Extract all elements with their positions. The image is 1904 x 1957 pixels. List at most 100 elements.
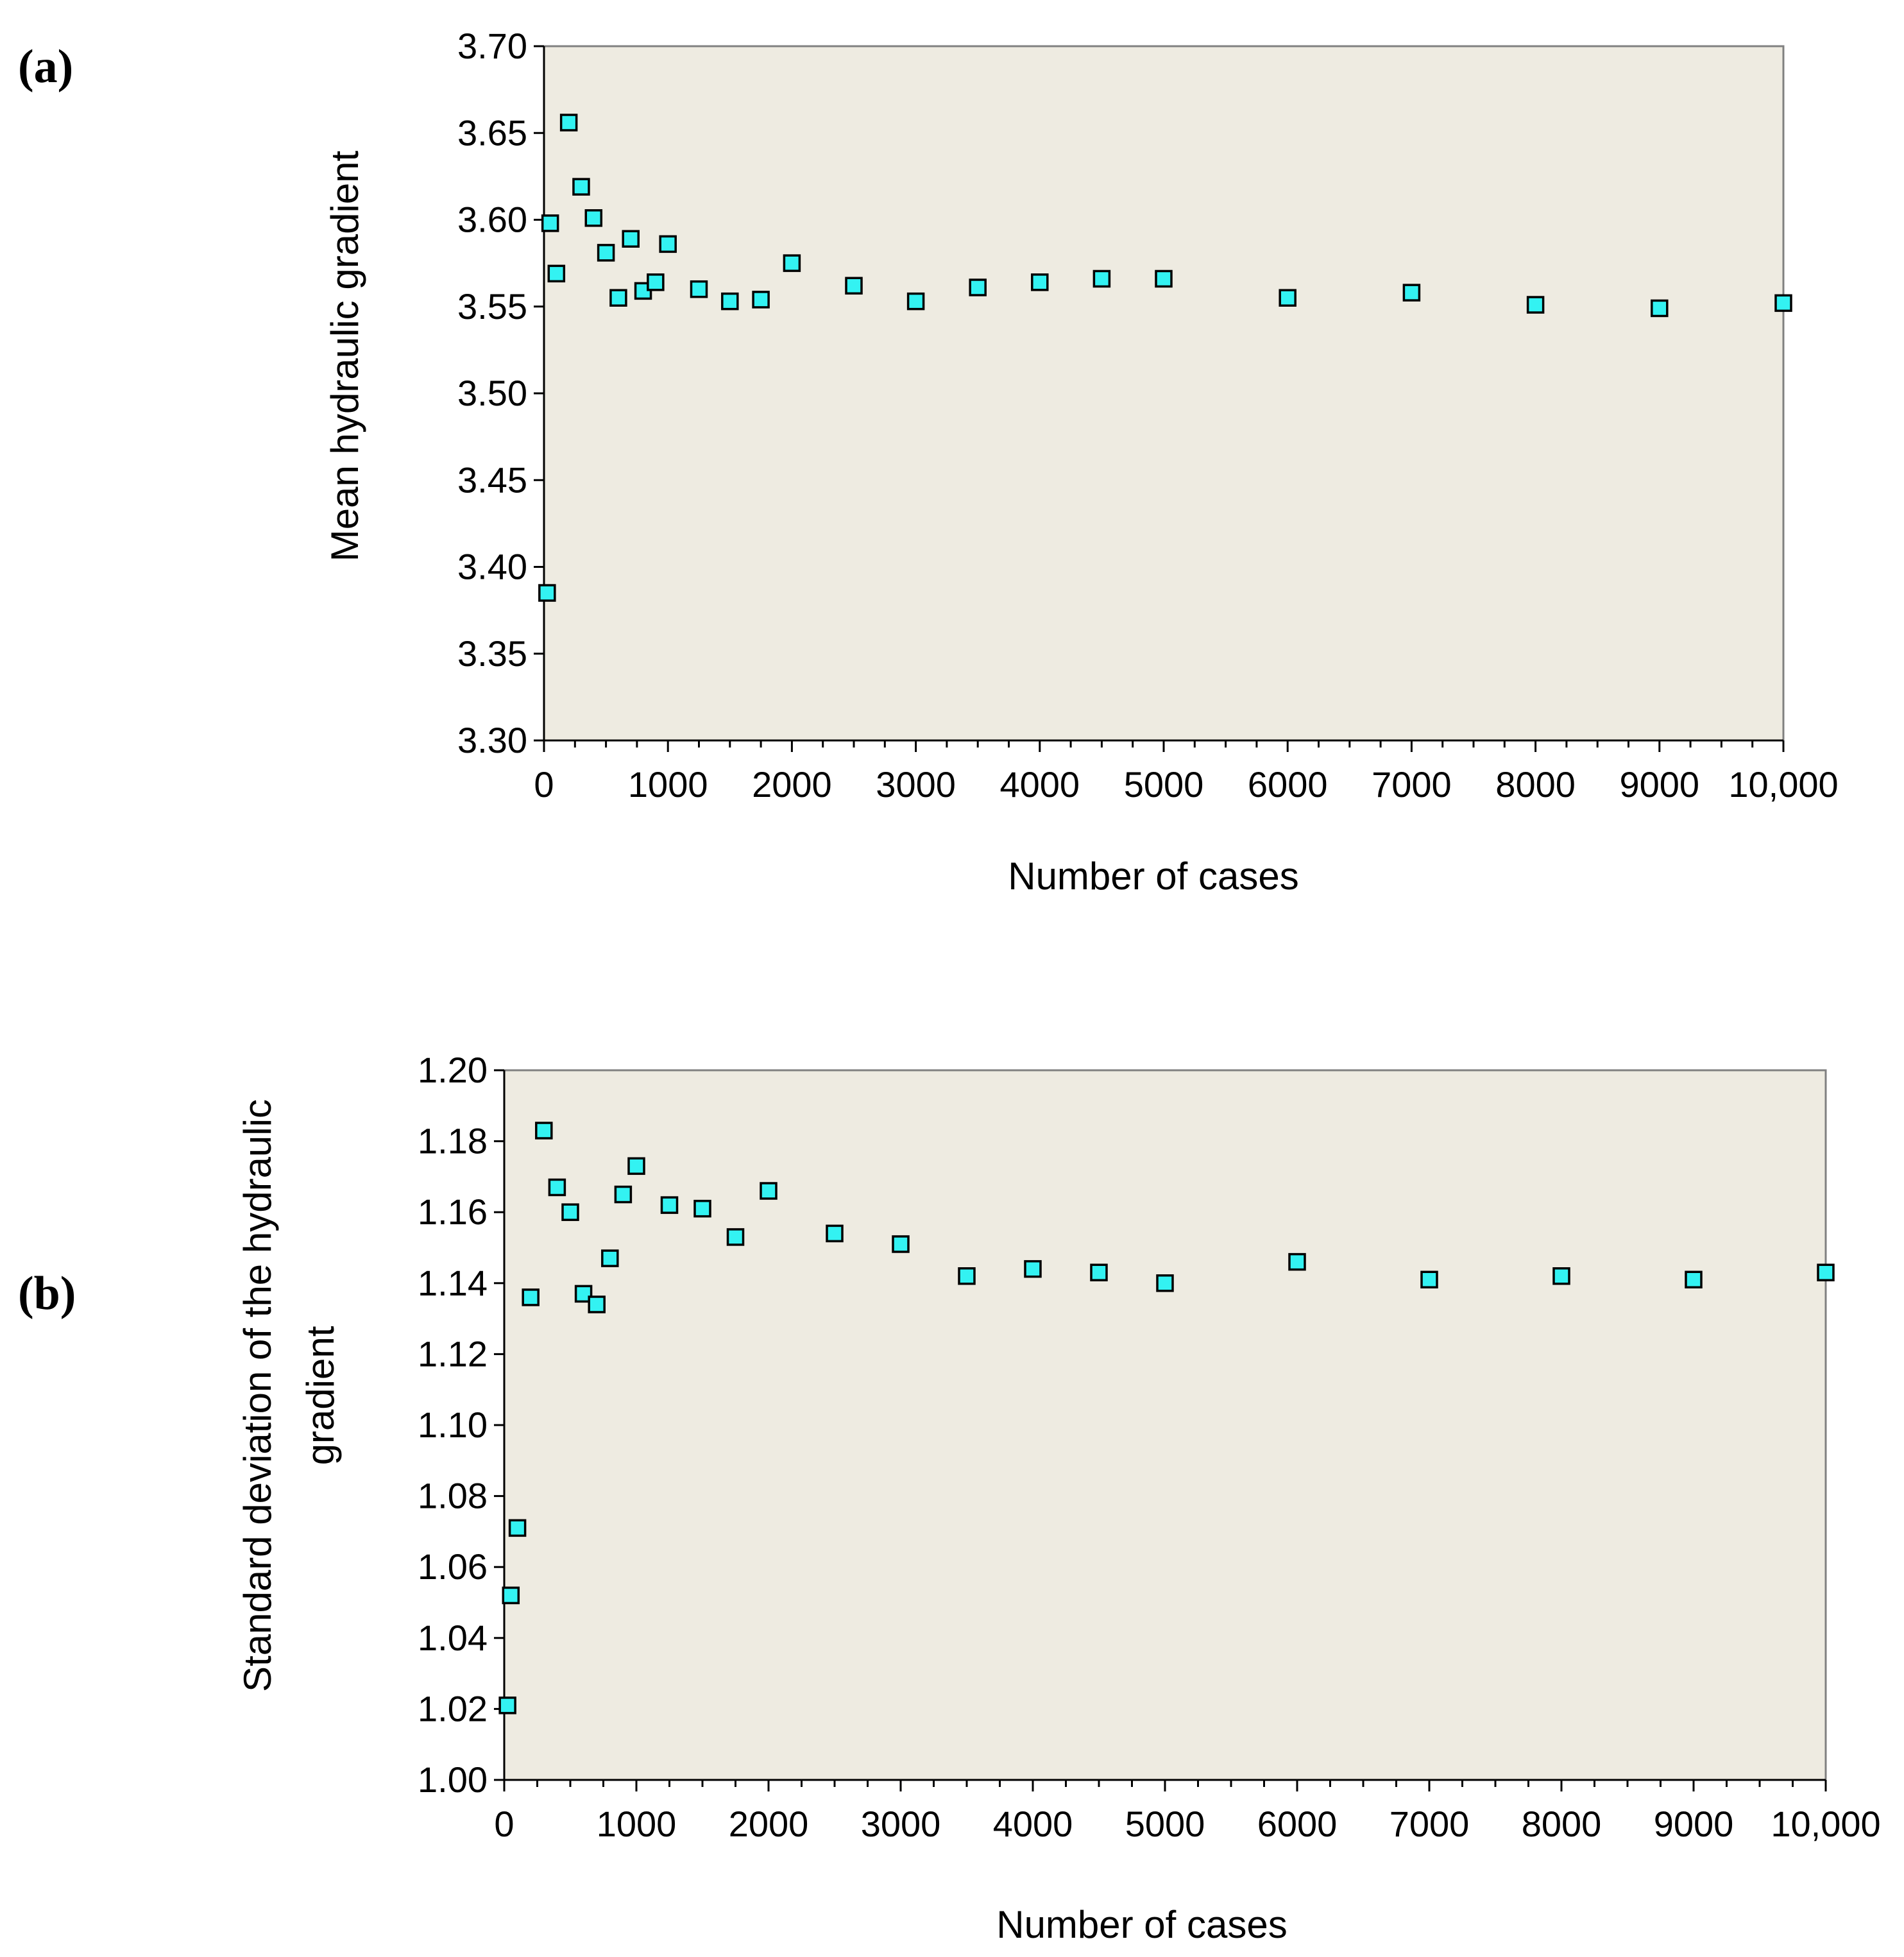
panel-a-data-points bbox=[538, 114, 1792, 602]
data-point bbox=[1092, 269, 1111, 288]
x-tick-label: 1000 bbox=[628, 764, 708, 805]
data-point bbox=[693, 1199, 711, 1218]
data-point bbox=[584, 209, 603, 227]
y-tick-label: 3.50 bbox=[457, 373, 527, 413]
x-tick-label: 3000 bbox=[861, 1804, 941, 1844]
y-tick-label: 3.70 bbox=[457, 26, 527, 66]
data-point bbox=[760, 1182, 778, 1200]
x-tick-label: 6000 bbox=[1257, 1804, 1338, 1844]
y-tick-label: 3.45 bbox=[457, 459, 527, 500]
data-point bbox=[1402, 284, 1421, 302]
y-tick-label: 1.06 bbox=[418, 1546, 488, 1587]
data-point bbox=[1155, 269, 1173, 288]
y-tick-label: 3.60 bbox=[457, 200, 527, 240]
panel-b-plot-area bbox=[503, 1069, 1827, 1781]
data-point bbox=[538, 584, 556, 602]
panel-a-y-ticks: 3.30 3.35 3.40 3.45 3.50 3.55 3.60 3.65 3.70 bbox=[457, 26, 544, 760]
data-point bbox=[601, 1249, 619, 1267]
data-point bbox=[1024, 1260, 1042, 1278]
panel-b-y-axis-title-line-2: gradient bbox=[299, 1326, 342, 1465]
x-tick-label: 10,000 bbox=[1728, 764, 1838, 805]
y-tick-label: 3.40 bbox=[457, 547, 527, 587]
y-tick-label: 1.18 bbox=[418, 1121, 488, 1161]
x-tick-label: 9000 bbox=[1654, 1804, 1734, 1844]
x-tick-label: 6000 bbox=[1248, 764, 1328, 805]
y-tick-label: 1.12 bbox=[418, 1333, 488, 1374]
panel-b-x-axis-title: Number of cases bbox=[996, 1903, 1288, 1946]
data-point bbox=[547, 264, 566, 283]
data-point bbox=[502, 1586, 520, 1605]
data-point bbox=[752, 291, 770, 309]
data-point bbox=[659, 235, 677, 253]
panel-b-y-axis-title: Standard deviation of the hydraulic grad… bbox=[236, 1099, 342, 1692]
x-tick-label: 7000 bbox=[1372, 764, 1452, 805]
panel-a: (a) 3.30 3.35 3.40 3.45 3.50 3.55 3.60 3.65 3.70… bbox=[18, 26, 1839, 898]
data-point bbox=[721, 292, 739, 311]
x-tick-label: 3000 bbox=[876, 764, 956, 805]
x-tick-label: 5000 bbox=[1124, 764, 1204, 805]
y-tick-label: 1.20 bbox=[418, 1050, 488, 1090]
panel-b-y-axis-title-line-1: Standard deviation of the hydraulic bbox=[236, 1099, 279, 1692]
data-point bbox=[609, 289, 627, 307]
data-point bbox=[1031, 273, 1049, 291]
x-tick-label: 2000 bbox=[752, 764, 832, 805]
y-tick-label: 3.55 bbox=[457, 286, 527, 327]
y-tick-label: 1.00 bbox=[418, 1759, 488, 1800]
data-point bbox=[588, 1295, 606, 1313]
panel-b-x-ticks: 0 1000 2000 3000 4000 5000 6000 7000 8000 9000 10,… bbox=[494, 1780, 1881, 1844]
data-point bbox=[1526, 296, 1545, 314]
x-tick-label: 0 bbox=[494, 1804, 514, 1844]
data-point bbox=[559, 114, 578, 132]
x-tick-label: 0 bbox=[534, 764, 554, 805]
x-tick-label: 8000 bbox=[1522, 1804, 1602, 1844]
data-point bbox=[597, 244, 615, 262]
data-point bbox=[826, 1224, 844, 1243]
data-point bbox=[622, 230, 640, 248]
data-point bbox=[1420, 1270, 1438, 1289]
panel-a-plot-area bbox=[543, 45, 1785, 742]
data-point bbox=[647, 273, 665, 291]
data-point bbox=[627, 1157, 645, 1175]
x-tick-label: 8000 bbox=[1495, 764, 1576, 805]
x-tick-label: 2000 bbox=[729, 1804, 809, 1844]
y-tick-label: 3.35 bbox=[457, 633, 527, 674]
y-tick-label: 1.16 bbox=[418, 1192, 488, 1232]
panel-b-label: (b) bbox=[18, 1267, 76, 1320]
data-point bbox=[561, 1203, 579, 1221]
data-point bbox=[690, 280, 708, 298]
x-tick-label: 10,000 bbox=[1771, 1804, 1880, 1844]
y-tick-label: 1.08 bbox=[418, 1476, 488, 1516]
data-point bbox=[541, 214, 559, 232]
data-point bbox=[498, 1696, 516, 1714]
data-point bbox=[845, 277, 863, 295]
data-point bbox=[1651, 299, 1669, 318]
data-point bbox=[906, 292, 925, 311]
data-point bbox=[1288, 1252, 1306, 1271]
data-point bbox=[969, 278, 987, 296]
y-tick-label: 3.65 bbox=[457, 112, 527, 153]
data-point bbox=[1817, 1263, 1835, 1281]
data-point bbox=[1552, 1267, 1570, 1285]
panel-b-y-ticks: 1.00 1.02 1.04 1.06 1.08 1.10 1.12 1.14 1.16 1.18… bbox=[418, 1050, 504, 1800]
x-tick-label: 9000 bbox=[1620, 764, 1700, 805]
data-point bbox=[1156, 1274, 1174, 1292]
x-tick-label: 5000 bbox=[1125, 1804, 1205, 1844]
data-point bbox=[958, 1267, 976, 1285]
data-point bbox=[1685, 1270, 1703, 1289]
data-point bbox=[783, 254, 801, 272]
panel-a-y-axis-title: Mean hydraulic gradient bbox=[323, 150, 366, 561]
panel-a-label: (a) bbox=[18, 40, 73, 93]
data-point bbox=[726, 1228, 745, 1246]
y-tick-label: 1.14 bbox=[418, 1263, 488, 1303]
panel-b-data-points bbox=[498, 1122, 1835, 1714]
data-point bbox=[892, 1235, 910, 1253]
y-tick-label: 1.10 bbox=[418, 1405, 488, 1445]
x-tick-label: 4000 bbox=[1000, 764, 1080, 805]
y-tick-label: 3.30 bbox=[457, 720, 527, 760]
x-tick-label: 1000 bbox=[597, 1804, 677, 1844]
data-point bbox=[1090, 1263, 1108, 1281]
y-tick-label: 1.02 bbox=[418, 1688, 488, 1729]
data-point bbox=[1774, 294, 1792, 312]
data-point bbox=[508, 1519, 527, 1537]
